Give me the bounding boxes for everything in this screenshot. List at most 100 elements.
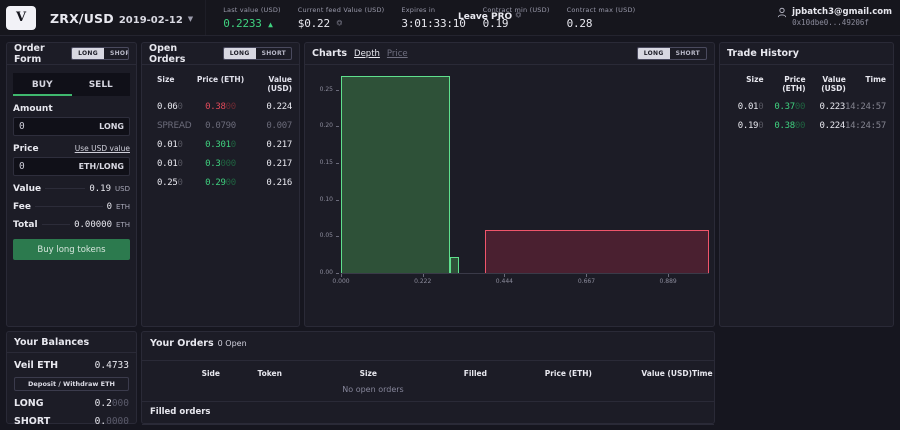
summary-value: 0.19	[89, 184, 112, 194]
use-usd-value-link[interactable]: Use USD value	[74, 144, 130, 153]
price-input[interactable]: 0 ETH/LONG	[13, 157, 130, 176]
summary-value: 0.00000	[74, 220, 113, 230]
stat-value: $0.22 ⏣	[297, 16, 343, 30]
chevron-down-icon[interactable]: ▼	[187, 14, 194, 23]
cell-value: 0.224	[266, 102, 292, 112]
stat-last-value: Last value (USD) 0.2233 ▲	[223, 6, 281, 30]
toggle-long[interactable]: LONG	[223, 48, 256, 59]
column-header-price: Price (ETH)	[196, 75, 245, 84]
cell-size: 0.010	[157, 140, 183, 150]
divider	[142, 401, 714, 402]
tab-depth[interactable]: Depth	[354, 48, 380, 59]
toggle-long[interactable]: LONG	[72, 48, 104, 59]
y-axis-tick-label: 0.10	[319, 195, 333, 203]
cell-spread-price: 0.0790	[205, 121, 236, 131]
tab-sell[interactable]: SELL	[88, 80, 113, 90]
cell-value: 0.224	[819, 121, 846, 131]
cell-price: 0.3700	[774, 102, 806, 112]
y-axis-tick-label: 0.00	[319, 269, 333, 276]
toggle-short[interactable]: SHORT	[109, 50, 128, 57]
leave-pro-link[interactable]: Leave PRO ⏣	[458, 11, 521, 22]
cell-size: 0.250	[157, 178, 183, 188]
external-link-icon[interactable]: ⏣	[336, 18, 343, 27]
stat-label: Expires in	[401, 5, 436, 14]
column-header-value: Value (USD)	[641, 369, 692, 378]
balance-row-veil-eth: Veil ETH 0.4733	[14, 360, 129, 371]
toggle-short[interactable]: SHORT	[261, 50, 286, 57]
column-header-size: Size	[746, 75, 764, 84]
your-orders-header: Your Orders 0 Open	[142, 332, 714, 353]
depth-ask-area	[484, 230, 709, 273]
summary-unit: USD	[115, 185, 130, 193]
cell-price: 0.3800	[205, 102, 236, 112]
x-axis-line	[341, 273, 709, 274]
depth-bid-area	[341, 76, 450, 273]
table-row[interactable]: 0.060 0.3800 0.224	[149, 102, 292, 112]
amount-input[interactable]: 0 LONG	[13, 117, 130, 136]
table-row-spread: SPREAD 0.0790 0.007	[149, 121, 292, 131]
balance-key: Veil ETH	[14, 360, 59, 371]
y-axis-tick-mark	[336, 126, 339, 128]
market-pair-selector[interactable]: ZRX/USD 2019-02-12 ▼	[50, 0, 207, 36]
summary-row-fee: Fee 0 ETH	[13, 202, 130, 212]
stat-label: Current feed Value (USD)	[297, 5, 385, 14]
toggle-long[interactable]: LONG	[637, 48, 670, 59]
balance-value: 0.4733	[94, 360, 129, 371]
stat-current-feed-value: Current feed Value (USD) $0.22 ⏣	[298, 6, 385, 30]
cell-price: 0.2900	[205, 178, 236, 188]
open-orders-count: 0 Open	[217, 339, 247, 348]
cell-time: 14:24:57	[845, 102, 886, 112]
stat-value: 0.19	[482, 16, 509, 30]
balance-value: 0.2000	[94, 398, 129, 409]
balance-row-long: LONG 0.2000	[14, 398, 129, 409]
table-row[interactable]: 0.010 0.3000 0.217	[149, 159, 292, 169]
y-axis-tick-mark	[336, 163, 339, 164]
balance-value: 0.0000	[94, 416, 129, 427]
summary-unit: ETH	[116, 203, 130, 211]
price-suffix: ETH/LONG	[78, 162, 124, 171]
balances-panel: Your Balances Veil ETH 0.4733 Deposit / …	[6, 331, 137, 427]
trade-history-panel: Trade History Size Price (ETH) Value (US…	[719, 42, 894, 327]
column-header-time: Time	[692, 369, 713, 378]
amount-label: Amount	[13, 104, 53, 114]
summary-row-value: Value 0.19 USD	[13, 184, 130, 194]
y-axis-tick-label: 0.20	[319, 122, 333, 130]
divider	[142, 424, 714, 425]
table-row[interactable]: 0.010 0.3010 0.217	[149, 140, 292, 150]
trade-history-table: Size Price (ETH) Value (USD) Time 0.010 …	[720, 75, 893, 131]
table-header-row: Size Price (ETH) Value (USD) Time	[727, 75, 886, 93]
account-address: 0x10dbe0...49206f	[792, 17, 869, 27]
toggle-short[interactable]: SHORT	[675, 50, 700, 57]
charts-long-short-toggle[interactable]: LONG SHORT	[636, 47, 707, 60]
amount-suffix: LONG	[99, 122, 124, 131]
arrow-up-icon: ▲	[268, 19, 273, 29]
x-axis-tick-mark	[504, 274, 506, 277]
stat-value: 0.28	[566, 16, 593, 30]
y-axis-tick-mark	[336, 273, 339, 274]
tab-price[interactable]: Price	[386, 48, 408, 59]
buy-long-tokens-button[interactable]: Buy long tokens	[13, 239, 130, 260]
stat-label: Contract min (USD)	[482, 5, 550, 14]
summary-leader	[45, 188, 86, 189]
panel-title: Your Orders	[150, 338, 214, 349]
table-header-row: Size Price (ETH) Value (USD)	[149, 75, 292, 93]
x-axis-tick-mark	[668, 274, 670, 277]
your-orders-panel: Your Orders 0 Open Side Token Size Fille…	[141, 331, 715, 425]
summary-key: Fee	[13, 202, 31, 212]
depth-bid-area	[449, 256, 459, 273]
account-menu[interactable]: jpbatch3@gmail.com 0x10dbe0...49206f	[777, 7, 892, 27]
x-axis-tick-mark	[422, 274, 424, 277]
open-orders-long-short-toggle[interactable]: LONG SHORT	[222, 47, 292, 60]
y-axis-tick-label: 0.05	[319, 232, 333, 240]
active-tab-underline	[13, 93, 72, 96]
price-label: Price	[13, 144, 39, 154]
deposit-withdraw-eth-button[interactable]: Deposit / Withdraw ETH	[14, 377, 129, 391]
table-row[interactable]: 0.250 0.2900 0.216	[149, 178, 292, 188]
x-axis-tick-label: 0.222	[414, 278, 432, 285]
leave-pro-label: Leave PRO	[458, 12, 513, 22]
x-axis-tick-label: 0.667	[577, 278, 596, 285]
order-form-long-short-toggle[interactable]: LONG SHORT	[71, 47, 129, 60]
y-axis-tick-mark	[336, 236, 339, 238]
charts-panel: Charts Depth Price LONG SHORT 0.00 0.05 0.…	[304, 42, 715, 327]
tab-buy[interactable]: BUY	[31, 80, 53, 90]
